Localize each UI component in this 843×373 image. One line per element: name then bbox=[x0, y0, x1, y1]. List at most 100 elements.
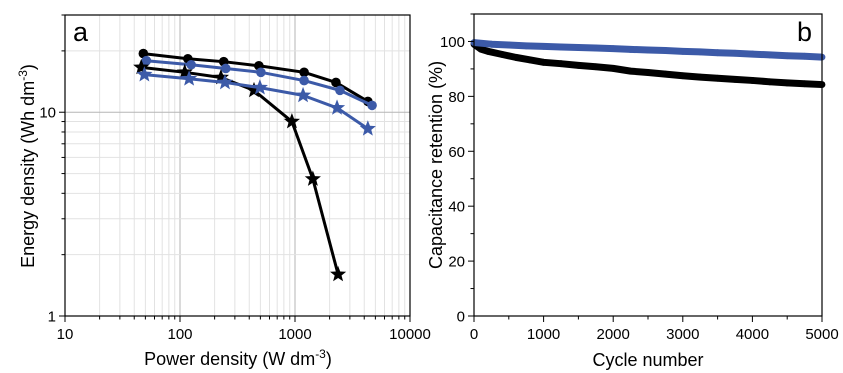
data-point bbox=[512, 53, 520, 61]
series-4 bbox=[136, 66, 376, 136]
data-point bbox=[731, 75, 739, 83]
star-marker bbox=[176, 63, 193, 80]
x-tick-label: 10 bbox=[57, 326, 74, 343]
x-tick-label: 10000 bbox=[389, 326, 431, 343]
data-point bbox=[662, 70, 669, 78]
data-point bbox=[662, 47, 669, 54]
data-point bbox=[505, 41, 513, 49]
circle-marker bbox=[299, 75, 309, 86]
data-point bbox=[609, 64, 617, 72]
x-axis-label-main: Power density (W dm bbox=[144, 349, 315, 369]
star-marker bbox=[136, 66, 153, 82]
star-marker bbox=[294, 86, 312, 103]
circle-marker bbox=[299, 67, 309, 78]
star-marker bbox=[328, 99, 346, 115]
panel-a-y-axis-label: Energy density (Wh dm-3) bbox=[16, 64, 38, 268]
data-point bbox=[714, 49, 721, 57]
panel-b-series bbox=[470, 39, 826, 89]
star-marker bbox=[216, 73, 234, 90]
x-tick-label: 4000 bbox=[736, 326, 769, 343]
circle-marker bbox=[141, 55, 152, 66]
series-1 bbox=[470, 40, 826, 89]
data-point bbox=[644, 46, 652, 54]
data-point bbox=[696, 73, 704, 81]
y-tick-label: 20 bbox=[448, 254, 465, 271]
panel-b: 0 1000 2000 3000 4000 5000 0 20 40 60 80 100 b Cycl… bbox=[426, 13, 839, 370]
star-marker bbox=[330, 265, 347, 282]
y-tick-label: 100 bbox=[440, 34, 465, 51]
star-marker bbox=[245, 81, 263, 98]
data-point bbox=[801, 80, 808, 88]
circle-marker bbox=[186, 59, 196, 70]
data-point bbox=[484, 47, 492, 55]
data-point bbox=[522, 42, 530, 50]
data-point bbox=[557, 43, 565, 51]
panel-a-x-axis-label: Power density (W dm-3) bbox=[144, 347, 332, 369]
series-1 bbox=[138, 48, 373, 107]
data-point bbox=[498, 50, 506, 58]
data-point bbox=[679, 47, 687, 55]
y-tick-label: 80 bbox=[448, 89, 465, 106]
data-point bbox=[766, 51, 774, 59]
y-tick-label: 1 bbox=[48, 309, 56, 326]
x-tick-label: 1000 bbox=[527, 326, 560, 343]
y-tick-label: 60 bbox=[448, 144, 465, 161]
panel-a-label: a bbox=[73, 17, 89, 47]
star-marker bbox=[133, 58, 150, 75]
star-marker bbox=[304, 170, 321, 186]
data-point bbox=[783, 79, 791, 87]
y-tick-label: 0 bbox=[457, 309, 465, 326]
x-tick-label: 3000 bbox=[666, 326, 699, 343]
data-point bbox=[644, 69, 652, 76]
panel-b-ticks: 0 1000 2000 3000 4000 5000 0 20 40 60 80 100 bbox=[440, 13, 839, 343]
x-axis-label-end: ) bbox=[326, 349, 332, 369]
star-marker bbox=[359, 120, 376, 136]
data-point bbox=[477, 45, 485, 53]
data-point bbox=[801, 52, 808, 60]
x-tick-label: 5000 bbox=[805, 326, 838, 343]
y-tick-label: 40 bbox=[448, 199, 465, 216]
x-tick-label: 2000 bbox=[597, 326, 630, 343]
x-axis-label-superscript: -3 bbox=[315, 347, 326, 361]
data-point bbox=[575, 61, 582, 69]
data-point bbox=[714, 74, 721, 82]
y-tick-label: 10 bbox=[39, 105, 56, 122]
data-point bbox=[627, 67, 634, 75]
circle-marker bbox=[367, 100, 377, 111]
x-tick-label: 100 bbox=[167, 326, 192, 343]
data-point bbox=[575, 44, 582, 51]
circle-marker bbox=[335, 85, 345, 96]
x-tick-label: 0 bbox=[470, 326, 478, 343]
star-marker bbox=[251, 79, 268, 95]
y-axis-label-end: ) bbox=[18, 64, 38, 70]
data-point bbox=[731, 49, 739, 57]
series-2 bbox=[141, 55, 377, 111]
data-point bbox=[488, 40, 495, 48]
data-point bbox=[679, 72, 687, 80]
panel-a-frame bbox=[64, 14, 411, 317]
panel-b-label: b bbox=[797, 17, 812, 47]
data-point bbox=[540, 42, 547, 50]
panel-b-plot-area bbox=[474, 14, 822, 316]
data-point bbox=[783, 52, 791, 60]
data-point bbox=[749, 50, 756, 58]
data-point bbox=[609, 45, 617, 52]
x-tick-label: 1000 bbox=[278, 326, 311, 343]
panel-b-x-axis-label: Cycle number bbox=[592, 350, 703, 370]
panel-a-plot-area bbox=[65, 15, 410, 316]
data-point bbox=[749, 77, 756, 84]
star-marker bbox=[181, 70, 198, 86]
data-point bbox=[592, 63, 600, 71]
data-point bbox=[696, 48, 704, 56]
data-point bbox=[526, 56, 534, 64]
data-point bbox=[540, 58, 547, 66]
circle-marker bbox=[256, 67, 266, 78]
y-axis-label-main: Energy density (Wh dm bbox=[18, 81, 38, 268]
series-3 bbox=[133, 58, 347, 282]
data-point bbox=[627, 46, 634, 53]
data-point bbox=[557, 60, 565, 68]
